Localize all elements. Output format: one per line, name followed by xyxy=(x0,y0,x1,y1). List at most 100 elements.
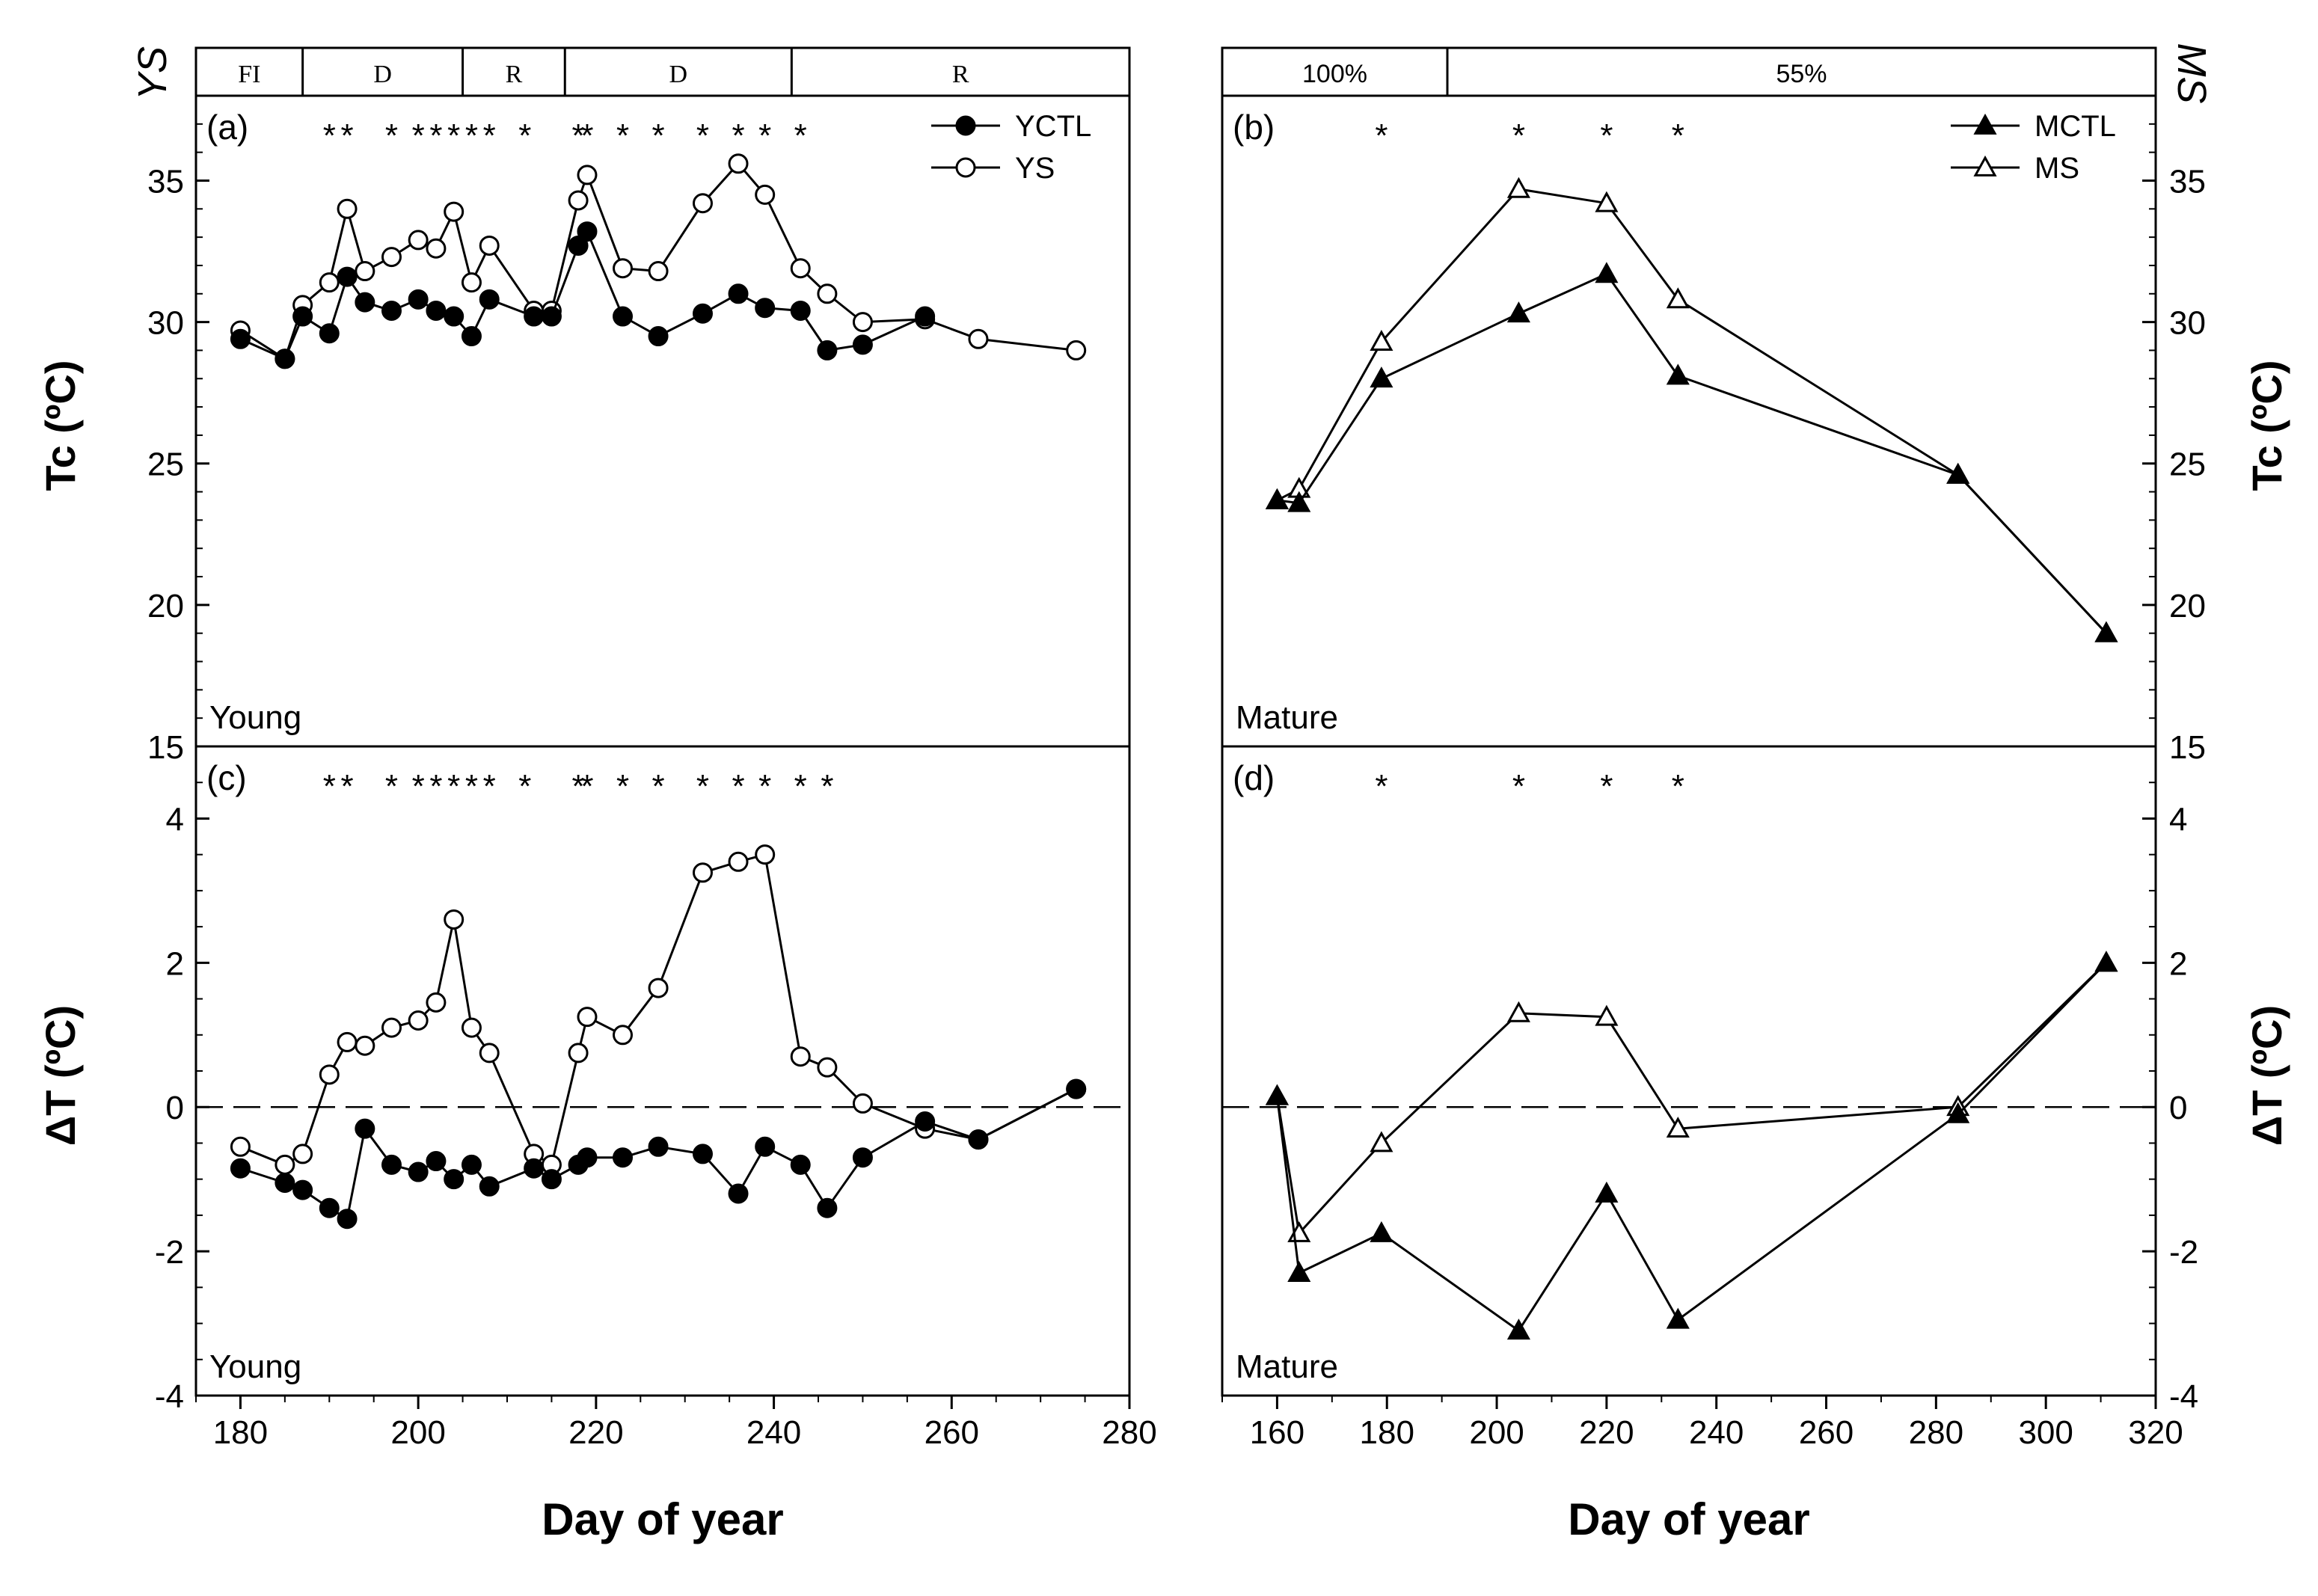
series-yctl-point xyxy=(319,1197,340,1218)
dt-right-tick-label: -4 xyxy=(2169,1378,2198,1415)
series-yctl-point xyxy=(648,1136,669,1157)
series-ys-point xyxy=(444,909,464,930)
series-yctl-point xyxy=(444,1169,464,1190)
series-ys-point xyxy=(755,844,776,865)
series-ys-point xyxy=(408,1010,429,1031)
series-ys-point xyxy=(755,184,776,205)
series-ms-point xyxy=(1506,177,1530,198)
dt-right-tick-label: 2 xyxy=(2169,945,2187,982)
significance-star: * xyxy=(483,117,496,154)
series-yctl-point xyxy=(337,266,358,287)
series-mctl-point xyxy=(1946,1102,1970,1123)
significance-star: * xyxy=(1600,117,1613,154)
series-ys-point xyxy=(479,1043,500,1064)
series-ms-point xyxy=(1595,1004,1619,1026)
significance-star: * xyxy=(696,768,709,805)
series-yctl-point xyxy=(852,334,873,355)
series-mctl-point xyxy=(1666,1307,1690,1329)
right-stripe-side-label: MS xyxy=(2169,43,2214,104)
series-mctl-point xyxy=(1287,1260,1311,1282)
significance-star: * xyxy=(1600,768,1613,805)
series-ys-point xyxy=(852,312,873,333)
significance-star: * xyxy=(323,117,336,154)
left-stripe-label: D xyxy=(373,61,392,88)
left-stripe-label: D xyxy=(669,61,688,88)
series-yctl-point xyxy=(461,1154,482,1175)
series-yctl-point xyxy=(968,1129,989,1150)
series-ys-point xyxy=(408,230,429,251)
series-ms-point xyxy=(1506,1001,1530,1022)
series-ys-point xyxy=(461,1017,482,1038)
tc-right-axis-title: Tc (ºC) xyxy=(2243,360,2290,491)
series-yctl-point xyxy=(755,298,776,319)
tc-left-axis-title: Tc (ºC) xyxy=(37,360,84,491)
right-x-tick-label: 160 xyxy=(1250,1414,1304,1451)
series-ms-point xyxy=(1666,287,1690,309)
series-ys-point xyxy=(426,992,447,1013)
series-mctl-line xyxy=(1277,272,2107,634)
series-ys-point xyxy=(568,190,589,211)
series-yctl-point xyxy=(292,1179,313,1200)
series-ys-point xyxy=(790,258,811,279)
series-yctl-point xyxy=(479,289,500,310)
significance-star: * xyxy=(616,117,629,154)
series-yctl-point xyxy=(915,306,936,327)
series-yctl-point xyxy=(381,300,402,321)
significance-star: * xyxy=(1672,117,1684,154)
dt-left-tick-label: 0 xyxy=(166,1090,184,1126)
significance-star: * xyxy=(483,768,496,805)
right-x-tick-label: 260 xyxy=(1799,1414,1854,1451)
series-yctl-point xyxy=(524,1158,545,1179)
series-ys-point xyxy=(648,261,669,282)
right-x-tick-label: 280 xyxy=(1909,1414,1963,1451)
significance-star: * xyxy=(572,117,585,154)
significance-star: * xyxy=(465,117,478,154)
series-yctl-point xyxy=(755,1136,776,1157)
series-ys-point xyxy=(479,235,500,256)
left-x-tick-label: 180 xyxy=(213,1414,268,1451)
right-x-tick-label: 180 xyxy=(1360,1414,1414,1451)
series-yctl-point xyxy=(381,1154,402,1175)
series-yctl-point xyxy=(915,1111,936,1132)
series-ys-point xyxy=(275,1154,295,1175)
significance-star: * xyxy=(580,768,593,805)
significance-star: * xyxy=(1672,768,1684,805)
series-ys-point xyxy=(692,193,713,214)
series-ys-point xyxy=(728,851,749,872)
series-mctl-point xyxy=(1506,1319,1530,1340)
significance-star: * xyxy=(518,768,531,805)
series-mctl-point xyxy=(1265,488,1289,509)
dt-right-tick-label: -2 xyxy=(2169,1234,2198,1271)
right-x-tick-label: 300 xyxy=(2018,1414,2073,1451)
legend-label-ms: MS xyxy=(2035,152,2079,185)
series-yctl-point xyxy=(426,300,447,321)
panel-a-caption: Young xyxy=(209,699,301,736)
series-yctl-point xyxy=(408,289,429,310)
series-yctl-point xyxy=(790,1154,811,1175)
legend-label-mctl: MCTL xyxy=(2035,110,2116,143)
series-ys-point xyxy=(381,1017,402,1038)
series-ys-point xyxy=(337,198,358,219)
series-mctl-point xyxy=(2094,621,2118,642)
series-mctl-point xyxy=(1265,1084,1289,1105)
series-mctl-line xyxy=(1275,962,2107,1333)
series-ys-point xyxy=(355,1035,375,1056)
series-mctl-point xyxy=(2094,951,2118,972)
series-ys-point xyxy=(577,165,598,185)
series-yctl-point xyxy=(319,323,340,344)
series-mctl-point xyxy=(1506,301,1530,323)
significance-star: * xyxy=(518,117,531,154)
series-yctl-point xyxy=(1066,1078,1087,1099)
significance-star: * xyxy=(447,117,460,154)
series-ys-point xyxy=(648,977,669,998)
series-yctl-point xyxy=(817,1197,838,1218)
tc-right-tick-label: 30 xyxy=(2169,305,2206,342)
panel-b-caption: Mature xyxy=(1236,699,1338,736)
series-ys-point xyxy=(852,1093,873,1114)
right-stripe-label: 55% xyxy=(1776,60,1827,88)
series-ys-point xyxy=(426,238,447,259)
left-x-tick-label: 240 xyxy=(746,1414,801,1451)
series-ys-point xyxy=(790,1046,811,1067)
right-x-tick-label: 200 xyxy=(1469,1414,1524,1451)
